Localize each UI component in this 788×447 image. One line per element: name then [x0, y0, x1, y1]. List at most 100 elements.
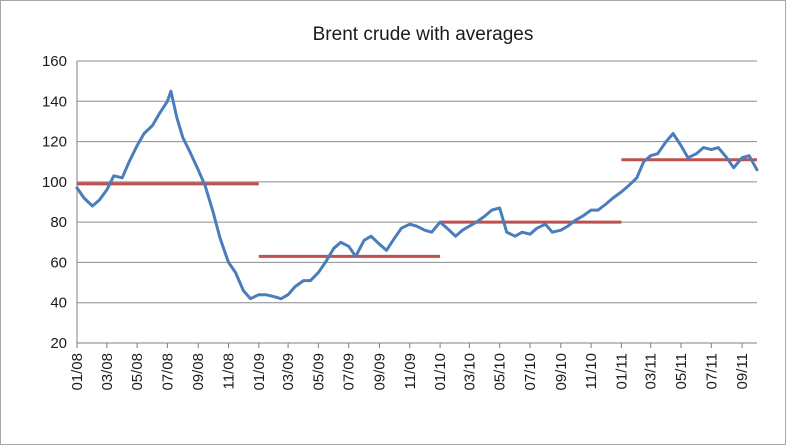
data-point — [91, 204, 94, 208]
data-point — [317, 271, 320, 274]
data-point — [112, 174, 115, 178]
data-point — [234, 271, 237, 274]
data-point — [635, 176, 638, 180]
data-point — [272, 295, 276, 298]
series-line-1 — [75, 89, 759, 301]
y-tick-label: 140 — [42, 93, 67, 110]
data-point — [468, 224, 471, 228]
data-point — [611, 196, 615, 200]
data-point — [393, 237, 396, 240]
x-tick-label: 01/08 — [69, 353, 86, 391]
data-point — [755, 168, 759, 171]
x-tick-label: 03/10 — [461, 353, 478, 391]
data-point — [596, 208, 600, 212]
data-point — [347, 245, 350, 248]
data-point — [649, 154, 652, 157]
data-point — [664, 140, 668, 143]
data-point — [75, 186, 79, 190]
data-point — [732, 166, 735, 169]
y-tick-label: 160 — [42, 53, 67, 70]
data-point — [169, 90, 173, 93]
data-point — [551, 231, 554, 234]
data-point — [408, 222, 411, 226]
data-point — [211, 210, 215, 214]
data-point — [142, 132, 146, 135]
data-point — [528, 233, 532, 236]
data-point — [257, 293, 260, 296]
x-tick-label: 07/11 — [703, 353, 720, 389]
data-point — [242, 289, 245, 292]
data-point — [151, 124, 154, 127]
y-tick-label: 120 — [42, 134, 67, 151]
data-point — [438, 220, 442, 224]
x-tick-label: 03/09 — [280, 353, 297, 391]
x-tick-label: 01/09 — [251, 353, 268, 391]
data-point — [620, 190, 623, 194]
data-point — [309, 279, 312, 282]
data-point — [218, 237, 222, 240]
data-point — [196, 168, 200, 171]
x-tick-label: 09/08 — [190, 353, 207, 391]
data-point — [98, 198, 101, 202]
data-point — [505, 231, 508, 234]
data-point — [740, 156, 744, 159]
data-point — [293, 285, 297, 288]
y-tick-label: 60 — [50, 254, 67, 271]
data-point — [332, 247, 336, 250]
data-point — [105, 188, 109, 192]
x-tick-label: 03/08 — [99, 353, 116, 391]
data-point — [166, 100, 169, 103]
data-point — [286, 293, 290, 296]
data-point — [181, 136, 184, 139]
data-point — [574, 218, 577, 222]
data-point — [203, 184, 207, 188]
data-point — [702, 146, 705, 149]
data-point — [656, 152, 659, 155]
data-point — [135, 144, 139, 147]
data-point — [686, 156, 690, 159]
data-point — [369, 235, 373, 238]
data-point — [302, 279, 305, 282]
data-point — [227, 261, 230, 264]
x-tick-label: 11/08 — [220, 353, 237, 389]
y-tick-label: 40 — [50, 295, 67, 312]
chart-title: Brent crude with averages — [313, 24, 534, 45]
data-point — [717, 146, 720, 149]
data-point — [158, 112, 161, 115]
data-point — [423, 229, 426, 232]
data-point — [445, 226, 449, 230]
data-point — [544, 222, 547, 226]
data-point — [454, 235, 457, 238]
data-point — [339, 241, 342, 244]
x-tick-label: 07/09 — [341, 353, 358, 391]
data-point — [535, 226, 539, 230]
data-point — [513, 235, 517, 238]
data-point — [679, 144, 683, 147]
y-tick-label: 20 — [50, 335, 67, 352]
data-point — [415, 224, 418, 228]
gridlines — [76, 60, 757, 344]
y-tick-label: 100 — [42, 174, 67, 191]
x-tick-label: 11/10 — [583, 353, 600, 389]
data-point — [362, 239, 366, 242]
x-tick-label: 07/08 — [159, 353, 176, 391]
x-tick-label: 05/11 — [673, 353, 690, 389]
x-tick-label: 07/10 — [522, 353, 539, 391]
data-point — [710, 148, 713, 151]
x-tick-labels: 01/08 03/08 05/08 07/08 09/08 11/08 01/09 03/09… — [69, 343, 751, 391]
data-point — [566, 224, 569, 228]
data-point — [400, 226, 403, 230]
data-point — [385, 249, 388, 252]
x-tick-label: 09/11 — [734, 353, 751, 389]
data-point — [642, 160, 645, 163]
data-point — [354, 255, 357, 258]
data-point — [490, 208, 493, 212]
data-point — [627, 184, 630, 188]
data-point — [461, 229, 464, 232]
x-tick-label: 09/10 — [553, 353, 570, 391]
data-point — [82, 196, 86, 200]
data-point — [604, 202, 608, 206]
x-tick-label: 01/10 — [432, 353, 449, 391]
